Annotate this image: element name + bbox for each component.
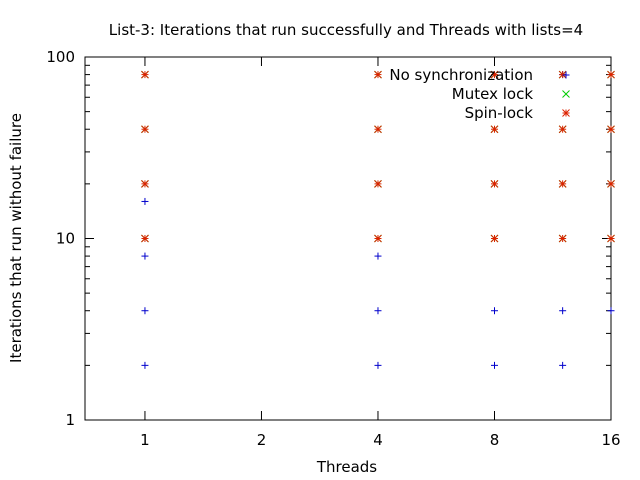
data-point (490, 70, 499, 79)
data-point (374, 361, 382, 369)
x-tick-label: 2 (257, 431, 267, 449)
data-point (141, 252, 149, 260)
series-2 (141, 70, 615, 243)
legend-label: Spin-lock (465, 104, 534, 122)
tick-labels: 1 10 100 1 2 4 8 16 (46, 48, 620, 449)
y-axis-label: Iterations that run without failure (7, 113, 25, 363)
data-point (490, 307, 498, 315)
data-point (607, 180, 615, 188)
legend-marker (562, 90, 570, 98)
data-point (374, 180, 382, 188)
y-tick-label: 100 (46, 48, 75, 66)
x-tick-label: 16 (601, 431, 620, 449)
y-tick-label: 1 (65, 411, 75, 429)
x-tick-label: 8 (490, 431, 500, 449)
data-point (559, 361, 567, 369)
data-point (374, 234, 382, 243)
data-point (490, 180, 499, 188)
data-point (141, 361, 149, 369)
series-1 (141, 70, 615, 243)
data-point (141, 70, 149, 79)
data-point (141, 125, 149, 134)
data-point (141, 307, 149, 315)
data-point (374, 70, 382, 79)
data-point (607, 307, 615, 315)
data-point (559, 307, 567, 315)
data-point (607, 125, 615, 134)
data-point (558, 234, 567, 243)
data-point (558, 125, 567, 134)
data-point (141, 197, 149, 205)
legend-marker (562, 71, 570, 79)
legend-label: Mutex lock (452, 85, 534, 103)
data-marks (141, 70, 615, 369)
data-point (558, 180, 567, 188)
y-tick-label: 10 (56, 230, 75, 248)
data-point (607, 234, 615, 243)
data-point (374, 307, 382, 315)
x-tick-label: 1 (140, 431, 150, 449)
legend-label: No synchronization (389, 66, 533, 84)
chart-title: List-3: Iterations that run successfully… (109, 21, 583, 39)
data-point (374, 252, 382, 260)
data-point (490, 361, 498, 369)
legend-marker (562, 109, 570, 117)
data-point (490, 234, 499, 243)
data-point (141, 180, 149, 188)
x-tick-label: 4 (373, 431, 383, 449)
data-point (607, 70, 615, 79)
x-axis-label: Threads (316, 458, 377, 476)
series-0 (141, 71, 615, 369)
data-point (490, 125, 499, 134)
data-point (374, 125, 382, 134)
data-point (141, 234, 149, 243)
